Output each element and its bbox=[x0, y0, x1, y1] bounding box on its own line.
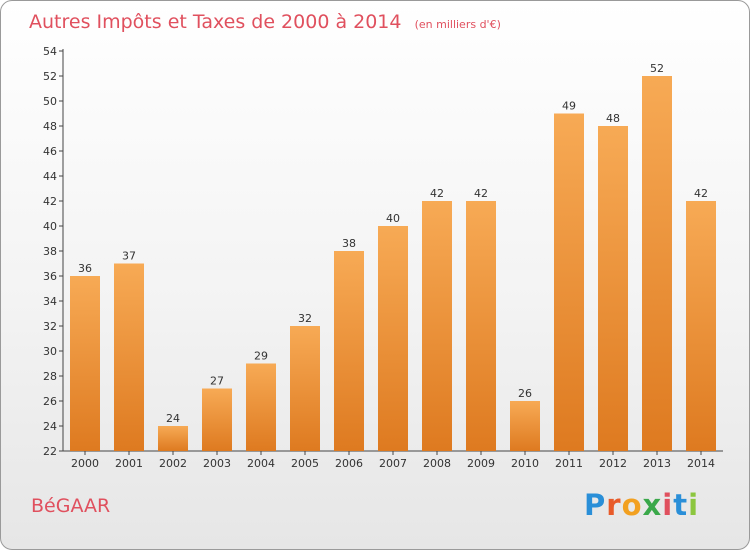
bar-2003 bbox=[202, 388, 232, 451]
x-tick-label-2007: 2007 bbox=[379, 457, 407, 470]
value-label-2014: 42 bbox=[694, 187, 708, 200]
commune-name: BéGAAR bbox=[31, 495, 111, 517]
y-tick-label: 40 bbox=[43, 220, 57, 233]
x-tick-label-2000: 2000 bbox=[71, 457, 99, 470]
logo-letter: r bbox=[606, 488, 622, 522]
x-tick-label-2002: 2002 bbox=[159, 457, 187, 470]
axes: 22 24 26 28 30 32 34 36 38 40 42 44 46 48 50 52 54 2000 20… bbox=[43, 45, 723, 470]
bar-2011 bbox=[554, 113, 584, 451]
y-tick-label: 30 bbox=[43, 345, 57, 358]
y-tick-label: 44 bbox=[43, 170, 57, 183]
value-label-2006: 38 bbox=[342, 237, 356, 250]
x-tick-label-2010: 2010 bbox=[511, 457, 539, 470]
bar-2008 bbox=[422, 201, 452, 451]
logo-letter: i bbox=[688, 488, 700, 522]
value-label-2009: 42 bbox=[474, 187, 488, 200]
y-tick-label: 28 bbox=[43, 370, 57, 383]
x-tick-label-2009: 2009 bbox=[467, 457, 495, 470]
chart-unit-text: (en milliers d'€) bbox=[415, 18, 501, 31]
y-tick-label: 52 bbox=[43, 70, 57, 83]
bar-2007 bbox=[378, 226, 408, 451]
y-tick-label: 22 bbox=[43, 445, 57, 458]
logo-letter: t bbox=[673, 488, 689, 522]
x-tick-label-2011: 2011 bbox=[555, 457, 583, 470]
bar-2002 bbox=[158, 426, 188, 451]
bar-2000 bbox=[70, 276, 100, 451]
bar-2010 bbox=[510, 401, 540, 451]
logo-letter: P bbox=[584, 488, 607, 522]
y-tick-label: 26 bbox=[43, 395, 57, 408]
y-tick-label: 54 bbox=[43, 45, 57, 58]
y-tick-label: 50 bbox=[43, 95, 57, 108]
y-tick-label: 38 bbox=[43, 245, 57, 258]
proxiti-logo: Proxiti bbox=[584, 488, 699, 522]
x-tick-label-2012: 2012 bbox=[599, 457, 627, 470]
bar-2006 bbox=[334, 251, 364, 451]
value-label-2010: 26 bbox=[518, 387, 532, 400]
y-tick-label: 48 bbox=[43, 120, 57, 133]
bar-2012 bbox=[598, 126, 628, 451]
y-tick-label: 24 bbox=[43, 420, 57, 433]
logo-letter: i bbox=[662, 488, 674, 522]
chart-title: Autres Impôts et Taxes de 2000 à 2014 (e… bbox=[29, 11, 501, 33]
x-tick-label-2013: 2013 bbox=[643, 457, 671, 470]
value-label-2005: 32 bbox=[298, 312, 312, 325]
value-label-2012: 48 bbox=[606, 112, 620, 125]
value-label-2008: 42 bbox=[430, 187, 444, 200]
x-tick-label-2014: 2014 bbox=[687, 457, 715, 470]
x-tick-label-2005: 2005 bbox=[291, 457, 319, 470]
value-label-2013: 52 bbox=[650, 62, 664, 75]
x-tick-label-2003: 2003 bbox=[203, 457, 231, 470]
value-label-2002: 24 bbox=[166, 412, 180, 425]
x-tick-label-2008: 2008 bbox=[423, 457, 451, 470]
value-labels: 36 37 24 27 29 32 38 40 42 42 26 49 48 52 42 bbox=[78, 62, 708, 425]
logo-letter: o bbox=[621, 488, 643, 522]
logo-letter: x bbox=[642, 488, 663, 522]
bar-2014 bbox=[686, 201, 716, 451]
y-tick-label: 42 bbox=[43, 195, 57, 208]
bar-2005 bbox=[290, 326, 320, 451]
bar-2004 bbox=[246, 363, 276, 451]
bar-2001 bbox=[114, 263, 144, 451]
value-label-2004: 29 bbox=[254, 350, 268, 363]
x-tick-label-2001: 2001 bbox=[115, 457, 143, 470]
y-tick-label: 32 bbox=[43, 320, 57, 333]
chart-title-text: Autres Impôts et Taxes de 2000 à 2014 bbox=[29, 11, 402, 33]
value-label-2001: 37 bbox=[122, 250, 136, 263]
x-tick-label-2004: 2004 bbox=[247, 457, 275, 470]
y-tick-label: 34 bbox=[43, 295, 57, 308]
y-tick-label: 46 bbox=[43, 145, 57, 158]
bars bbox=[70, 76, 716, 451]
y-tick-label: 36 bbox=[43, 270, 57, 283]
value-label-2011: 49 bbox=[562, 100, 576, 113]
value-label-2003: 27 bbox=[210, 375, 224, 388]
value-label-2007: 40 bbox=[386, 212, 400, 225]
value-label-2000: 36 bbox=[78, 262, 92, 275]
bar-2013 bbox=[642, 76, 672, 451]
bar-2009 bbox=[466, 201, 496, 451]
x-tick-label-2006: 2006 bbox=[335, 457, 363, 470]
